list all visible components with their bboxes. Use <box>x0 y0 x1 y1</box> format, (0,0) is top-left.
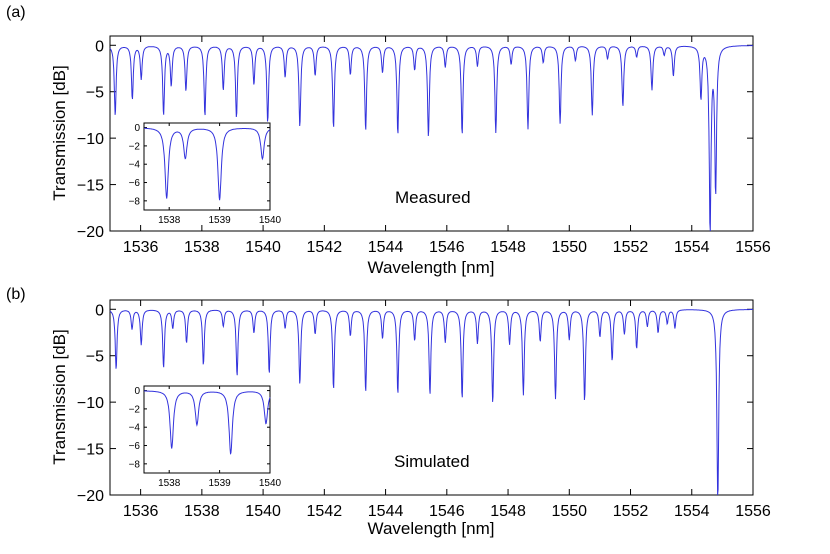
panel-a-measured-line <box>109 45 753 232</box>
panel-a-inset-ytick-label: 0 <box>134 123 140 134</box>
panel-b-inset-ytick-label: 0 <box>134 386 140 397</box>
panel-a-inset-ytick-label: −6 <box>129 178 141 189</box>
panel-b-inset-xtick-label: 1540 <box>259 478 282 489</box>
panel-b-plot-frame <box>109 299 754 496</box>
panel-b-xtick-label: 1546 <box>429 503 465 520</box>
panel-a-inset-axes: 1538 1539 1540 0 −2 −4 −6 −8 <box>129 123 282 226</box>
panel-a-ytick-label: −5 <box>86 85 104 102</box>
panel-a-xtick-label: 1550 <box>551 239 587 256</box>
panel-b-ytick-label: −5 <box>86 349 104 366</box>
panel-b-inset-ytick-label: −4 <box>129 423 141 434</box>
panel-a-xtick-label: 1546 <box>429 239 465 256</box>
panel-b-xtick-label: 1554 <box>674 503 710 520</box>
panel-a-annotation: Measured <box>395 188 471 207</box>
panel-a-inset-line <box>144 127 271 201</box>
panel-b-ytick-label: −20 <box>77 488 104 505</box>
panel-a-xtick-label: 1556 <box>735 239 771 256</box>
panel-b-inset-ytick-label: −6 <box>129 441 141 452</box>
panel-b-xtick-label: 1552 <box>613 503 649 520</box>
panel-b-annotation: Simulated <box>394 452 470 471</box>
panel-a-xtick-label: 1538 <box>184 239 220 256</box>
panel-a-xtick-label: 1536 <box>123 239 159 256</box>
panel-a-inset: 1538 1539 1540 0 −2 −4 −6 −8 <box>129 122 282 226</box>
panel-a-plot-frame <box>109 35 754 232</box>
panel-b-inset-axes: 1538 1539 1540 0 −2 −4 −6 −8 <box>129 386 282 489</box>
panel-a-xtick-label: 1554 <box>674 239 710 256</box>
panel-b-axes: 1536 1538 1540 1542 1544 1546 1548 1550 1552 1554… <box>77 300 771 520</box>
panel-b-xtick-label: 1556 <box>735 503 771 520</box>
panel-a-ylabel: Transmission [dB] <box>50 65 69 200</box>
panel-b-simulated-line <box>109 309 753 496</box>
panel-a-axes: 1536 1538 1540 1542 1544 1546 1548 1550 1552 1554… <box>77 36 771 256</box>
panel-b-inset-line <box>144 390 271 455</box>
panel-b-ytick-label: 0 <box>95 302 104 319</box>
panel-b-xlabel: Wavelength [nm] <box>368 519 495 538</box>
panel-b-inset-ytick-label: −8 <box>129 459 141 470</box>
panel-a-ytick-label: −10 <box>77 131 104 148</box>
panel-a-ytick-label: 0 <box>95 38 104 55</box>
panel-a-inset-ytick-label: −8 <box>129 196 141 207</box>
panel-a-ytick-label: −15 <box>77 178 104 195</box>
panel-a-xtick-label: 1540 <box>245 239 281 256</box>
panel-a-label: (a) <box>6 4 26 21</box>
panel-b-xtick-label: 1544 <box>368 503 404 520</box>
panel-a: (a) 1536 1538 1540 1542 1544 1546 1548 1550 1552… <box>6 4 771 277</box>
panel-a-ytick-label: −20 <box>77 224 104 241</box>
panel-b-xtick-label: 1542 <box>307 503 343 520</box>
panel-b-ylabel: Transmission [dB] <box>50 329 69 464</box>
panel-a-xtick-label: 1548 <box>490 239 526 256</box>
panel-b-xtick-label: 1536 <box>123 503 159 520</box>
panel-a-inset-xtick-label: 1538 <box>158 215 181 226</box>
panel-b-xtick-label: 1540 <box>245 503 281 520</box>
panel-a-inset-ytick-label: −2 <box>129 141 141 152</box>
panel-b-inset-xtick-label: 1539 <box>208 478 231 489</box>
panel-a-inset-ytick-label: −4 <box>129 160 141 171</box>
panel-b-xtick-label: 1538 <box>184 503 220 520</box>
panel-b-label: (b) <box>6 286 26 303</box>
panel-b-inset: 1538 1539 1540 0 −2 −4 −6 −8 <box>129 385 282 489</box>
panel-b-ytick-label: −10 <box>77 395 104 412</box>
panel-b-inset-ytick-label: −2 <box>129 404 141 415</box>
panel-a-inset-xtick-label: 1540 <box>259 215 282 226</box>
panel-a-xtick-label: 1544 <box>368 239 404 256</box>
panel-a-xlabel: Wavelength [nm] <box>368 258 495 277</box>
panel-b-inset-xtick-label: 1538 <box>158 478 181 489</box>
panel-a-inset-frame <box>143 122 271 211</box>
panel-b-xtick-label: 1548 <box>490 503 526 520</box>
panel-a-xtick-label: 1552 <box>613 239 649 256</box>
panel-b-inset-frame <box>143 385 271 474</box>
panel-b-ytick-label: −15 <box>77 442 104 459</box>
panel-b-xtick-label: 1550 <box>551 503 587 520</box>
panel-a-xtick-label: 1542 <box>307 239 343 256</box>
panel-a-inset-xtick-label: 1539 <box>208 215 231 226</box>
panel-b: (b) 1536 1538 1540 1542 1544 1546 1548 1550 1552… <box>6 286 771 538</box>
